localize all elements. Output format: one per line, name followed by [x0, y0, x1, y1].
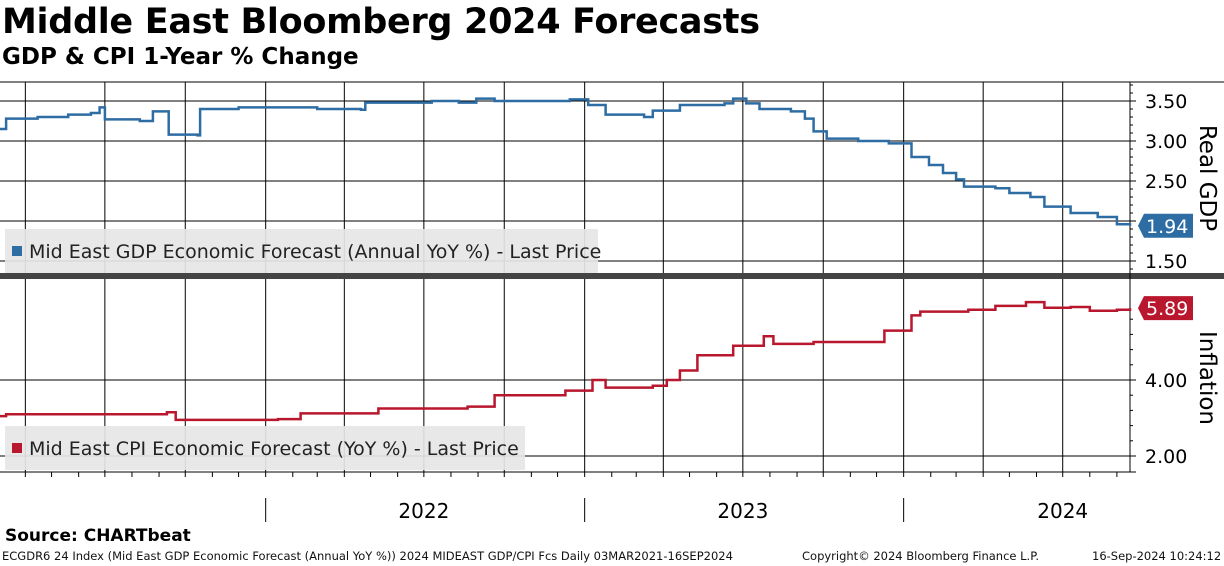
series-line-gdp	[0, 97, 1132, 226]
source-note: Source: CHARTbeat	[5, 526, 191, 546]
chart-title: Middle East Bloomberg 2024 Forecasts	[2, 2, 760, 42]
chart-subtitle: GDP & CPI 1-Year % Change	[2, 44, 359, 70]
panel-divider	[0, 273, 1224, 279]
y-tick-label: 1.50	[1145, 251, 1187, 273]
legend-swatch	[12, 443, 22, 453]
legend-swatch	[12, 246, 22, 256]
legend-label: Mid East CPI Economic Forecast (YoY %) -…	[29, 438, 519, 460]
legend-box	[5, 426, 525, 470]
y-tick-label: 2.00	[1145, 446, 1187, 468]
legend-gdp: Mid East GDP Economic Forecast (Annual Y…	[5, 229, 601, 273]
x-tick-label: 2024	[1037, 499, 1088, 523]
last-value-label-gdp: 1.94	[1138, 213, 1193, 238]
footer-timestamp: 16-Sep-2024 10:24:12	[1092, 549, 1222, 563]
legend-label: Mid East GDP Economic Forecast (Annual Y…	[29, 241, 601, 263]
y-tick-label: 3.50	[1145, 91, 1187, 113]
series-line-cpi	[0, 300, 1132, 422]
last-value-box	[1138, 213, 1193, 238]
legend-cpi: Mid East CPI Economic Forecast (YoY %) -…	[5, 426, 525, 470]
y-tick-label: 4.00	[1145, 370, 1187, 392]
last-value-text: 5.89	[1146, 298, 1188, 320]
last-value-text: 1.94	[1146, 216, 1188, 238]
y-axis-title-gdp: Real GDP	[1194, 125, 1220, 231]
legend-box	[5, 229, 598, 273]
last-value-box	[1138, 296, 1193, 321]
y-tick-label: 3.00	[1145, 131, 1187, 153]
x-tick-label: 2022	[398, 499, 449, 523]
x-tick-label: 2023	[717, 499, 768, 523]
footer-copyright: Copyright© 2024 Bloomberg Finance L.P.	[802, 549, 1039, 563]
y-tick-label: 2.50	[1145, 171, 1187, 193]
footer-index-description: ECGDR6 24 Index (Mid East GDP Economic F…	[2, 549, 733, 563]
y-axis-title-cpi: Inflation	[1194, 331, 1220, 425]
last-value-label-cpi: 5.89	[1138, 296, 1193, 321]
